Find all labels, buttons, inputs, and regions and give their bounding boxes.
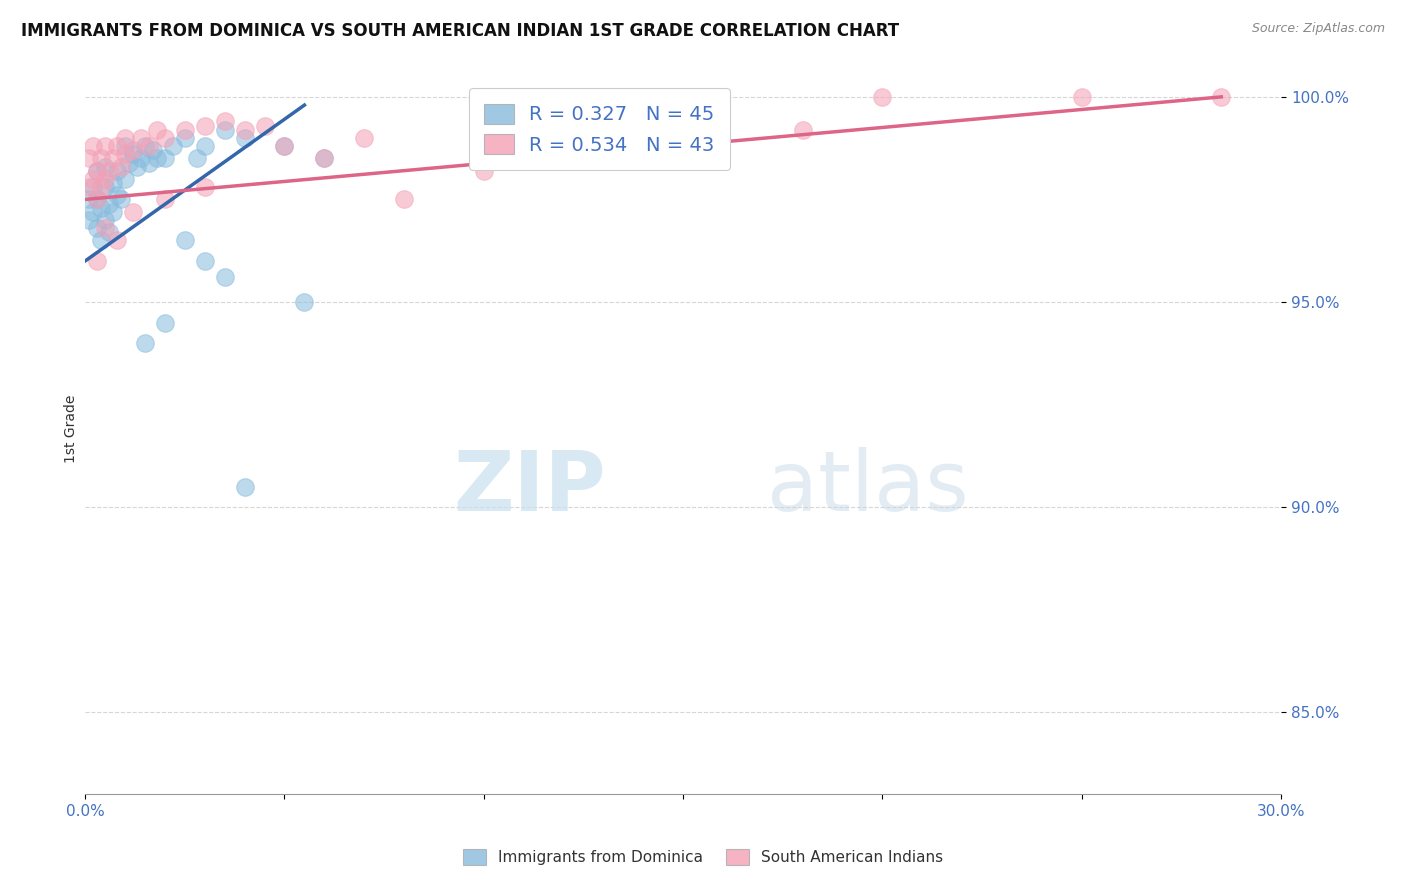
Point	[118, 155, 141, 169]
Point	[94, 213, 117, 227]
Point	[122, 147, 145, 161]
Point	[98, 225, 121, 239]
Point	[553, 152, 575, 166]
Point	[105, 234, 128, 248]
Point	[101, 152, 124, 166]
Point	[122, 143, 145, 157]
Text: Source: ZipAtlas.com: Source: ZipAtlas.com	[1251, 22, 1385, 36]
Point	[86, 163, 108, 178]
Point	[105, 139, 128, 153]
Point	[173, 131, 195, 145]
Point	[138, 155, 160, 169]
Point	[194, 254, 217, 268]
Text: IMMIGRANTS FROM DOMINICA VS SOUTH AMERICAN INDIAN 1ST GRADE CORRELATION CHART: IMMIGRANTS FROM DOMINICA VS SOUTH AMERIC…	[21, 22, 900, 40]
Point	[90, 152, 112, 166]
Point	[134, 336, 156, 351]
Point	[153, 316, 176, 330]
Text: ZIP: ZIP	[453, 447, 606, 528]
Point	[472, 163, 495, 178]
Point	[138, 139, 160, 153]
Point	[194, 180, 217, 194]
Point	[101, 204, 124, 219]
Legend: Immigrants from Dominica, South American Indians: Immigrants from Dominica, South American…	[457, 843, 949, 871]
Point	[314, 152, 336, 166]
Point	[146, 152, 169, 166]
Point	[1211, 90, 1233, 104]
Point	[314, 152, 336, 166]
Point	[86, 193, 108, 207]
Point	[86, 221, 108, 235]
Point	[98, 196, 121, 211]
Point	[153, 131, 176, 145]
Point	[214, 114, 236, 128]
Point	[173, 122, 195, 136]
Point	[153, 152, 176, 166]
Legend: R = 0.327   N = 45, R = 0.534   N = 43: R = 0.327 N = 45, R = 0.534 N = 43	[468, 88, 730, 170]
Point	[253, 119, 276, 133]
Point	[129, 131, 152, 145]
Point	[86, 163, 108, 178]
Point	[186, 152, 208, 166]
Point	[122, 204, 145, 219]
Point	[94, 139, 117, 153]
Point	[101, 176, 124, 190]
Point	[114, 172, 136, 186]
Point	[173, 234, 195, 248]
Point	[294, 295, 316, 310]
Point	[90, 234, 112, 248]
Point	[233, 131, 256, 145]
Point	[214, 122, 236, 136]
Point	[98, 163, 121, 178]
Point	[105, 163, 128, 178]
Point	[233, 122, 256, 136]
Point	[90, 180, 112, 194]
Point	[792, 122, 814, 136]
Point	[114, 139, 136, 153]
Point	[77, 193, 100, 207]
Point	[194, 139, 217, 153]
Point	[273, 139, 295, 153]
Text: atlas: atlas	[766, 447, 969, 528]
Point	[90, 201, 112, 215]
Point	[672, 139, 695, 153]
Point	[77, 180, 100, 194]
Point	[82, 180, 104, 194]
Point	[134, 139, 156, 153]
Point	[142, 143, 165, 157]
Point	[872, 90, 894, 104]
Point	[82, 139, 104, 153]
Point	[77, 152, 100, 166]
Point	[110, 193, 132, 207]
Point	[86, 193, 108, 207]
Point	[125, 160, 148, 174]
Point	[94, 172, 117, 186]
Point	[153, 193, 176, 207]
Point	[162, 139, 184, 153]
Point	[110, 160, 132, 174]
Point	[105, 188, 128, 202]
Point	[94, 180, 117, 194]
Point	[86, 254, 108, 268]
Point	[77, 213, 100, 227]
Point	[114, 131, 136, 145]
Point	[146, 122, 169, 136]
Point	[94, 160, 117, 174]
Point	[392, 193, 415, 207]
Point	[129, 152, 152, 166]
Point	[194, 119, 217, 133]
Point	[94, 221, 117, 235]
Point	[273, 139, 295, 153]
Point	[353, 131, 375, 145]
Y-axis label: 1st Grade: 1st Grade	[65, 395, 79, 463]
Point	[214, 270, 236, 285]
Point	[1070, 90, 1092, 104]
Point	[233, 480, 256, 494]
Point	[82, 204, 104, 219]
Point	[114, 147, 136, 161]
Point	[82, 172, 104, 186]
